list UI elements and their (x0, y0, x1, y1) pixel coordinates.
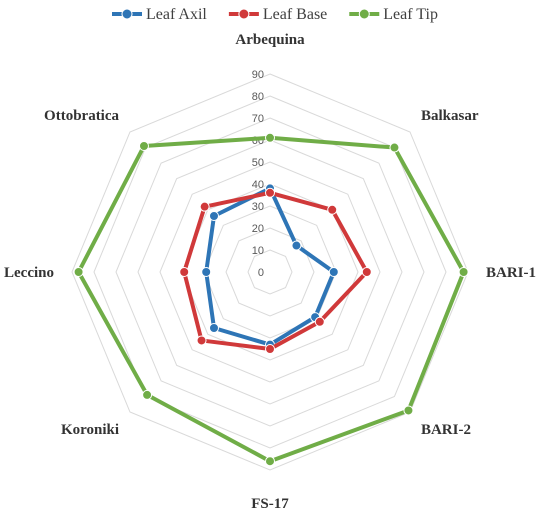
tick-label: 20 (252, 223, 264, 235)
tick-label: 90 (252, 69, 264, 81)
data-point (361, 267, 372, 277)
grid-ring-7 (115, 117, 425, 427)
data-point (199, 201, 210, 212)
tick-label: 0 (258, 267, 264, 279)
data-point (265, 132, 275, 143)
grid-ring-8 (93, 95, 447, 449)
legend-swatch-marker (358, 8, 370, 20)
series-1 (179, 187, 372, 354)
legend-label: Leaf Axil (146, 6, 207, 23)
data-point (291, 240, 302, 251)
tick-label: 30 (252, 201, 264, 213)
data-point (138, 140, 149, 151)
tick-label: 40 (252, 179, 264, 191)
legend-label: Leaf Tip (383, 6, 438, 23)
grid-ring-9 (71, 73, 469, 471)
series-layer (73, 132, 469, 467)
data-point (328, 267, 339, 277)
grid-ring-1 (247, 249, 293, 295)
legend: Leaf Axil Leaf Base Leaf Tip (112, 6, 438, 23)
radar-grid (71, 73, 469, 471)
grid-ring-5 (159, 161, 381, 383)
data-point (327, 204, 338, 215)
category-label: Koroniki (61, 422, 119, 438)
data-point (403, 405, 414, 416)
data-point (73, 267, 84, 277)
data-point (389, 142, 400, 153)
category-labels: Arbequina Balkasar BARI-1 BARI-2 FS-17 Koroni… (4, 32, 536, 508)
legend-swatch-marker (121, 8, 133, 20)
tick-label: 10 (252, 245, 264, 257)
series-2 (73, 132, 469, 467)
legend-swatch-marker (238, 8, 250, 20)
data-point (201, 267, 212, 277)
category-label: Ottobratica (44, 108, 119, 124)
category-label: Leccino (4, 265, 54, 281)
grid-ring-6 (137, 139, 403, 405)
tick-label: 80 (252, 91, 264, 103)
legend-label: Leaf Base (263, 6, 327, 23)
data-point (208, 323, 219, 334)
grid-ring-3 (203, 205, 337, 339)
data-point (265, 187, 275, 198)
legend-item: Leaf Base (228, 6, 327, 23)
data-point (265, 456, 275, 467)
data-point (314, 316, 325, 327)
data-point (458, 267, 469, 277)
data-point (196, 335, 207, 346)
legend-item: Leaf Axil (112, 6, 207, 23)
category-label: Arbequina (235, 32, 305, 48)
data-point (208, 210, 219, 221)
grid-ring-2 (225, 227, 315, 317)
tick-label: 50 (252, 157, 264, 169)
category-label: BARI-1 (486, 265, 536, 281)
category-label: FS-17 (251, 496, 289, 508)
data-point (142, 389, 153, 400)
category-label: BARI-2 (421, 422, 471, 438)
data-point (265, 344, 275, 354)
category-label: Balkasar (421, 108, 479, 124)
tick-label: 70 (252, 113, 264, 125)
data-point (179, 267, 190, 277)
legend-item: Leaf Tip (349, 6, 438, 23)
